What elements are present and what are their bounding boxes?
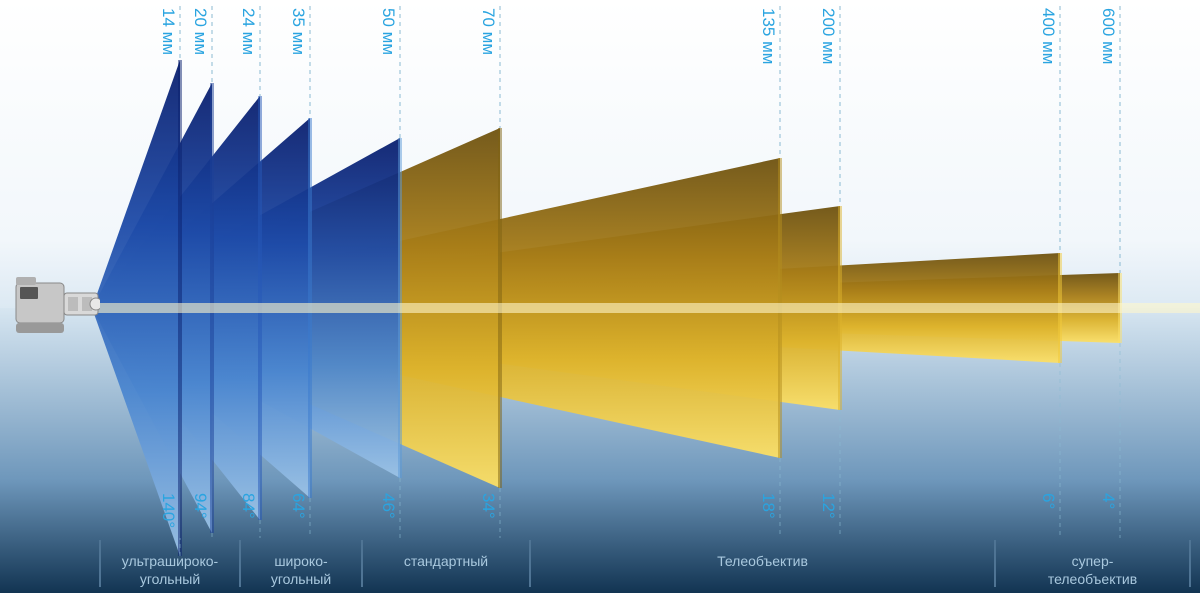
focal-length-angle-label: 64° [288,493,308,519]
focal-length-angle-label: 4° [1098,493,1118,509]
focal-length-mm-label: 70 мм [478,8,498,55]
focal-length-mm-label: 135 мм [758,8,778,64]
focal-length-angle-label: 140° [158,493,178,528]
focal-length-angle-label: 84° [238,493,258,519]
focal-length-angle-label: 18° [758,493,778,519]
lens-category-label: стандартный [362,552,530,570]
focal-length-angle-label: 34° [478,493,498,519]
focal-length-mm-label: 20 мм [190,8,210,55]
focal-length-angle-label: 6° [1038,493,1058,509]
focal-length-mm-label: 50 мм [378,8,398,55]
focal-length-angle-label: 46° [378,493,398,519]
focal-length-angle-label: 94° [190,493,210,519]
focal-length-angle-label: 12° [818,493,838,519]
lens-category-label: Телеобъектив [530,552,995,570]
focal-length-mm-label: 600 мм [1098,8,1118,64]
focal-length-mm-label: 200 мм [818,8,838,64]
focal-length-mm-label: 400 мм [1038,8,1058,64]
lens-category-label: ультрашироко- угольный [100,552,240,588]
focal-length-mm-label: 35 мм [288,8,308,55]
focal-length-mm-label: 24 мм [238,8,258,55]
lens-category-label: широко- угольный [240,552,362,588]
lens-category-label: супер- телеобъектив [995,552,1190,588]
focal-length-mm-label: 14 мм [158,8,178,55]
camera-icon [10,265,100,340]
focal-length-diagram [0,0,1200,593]
